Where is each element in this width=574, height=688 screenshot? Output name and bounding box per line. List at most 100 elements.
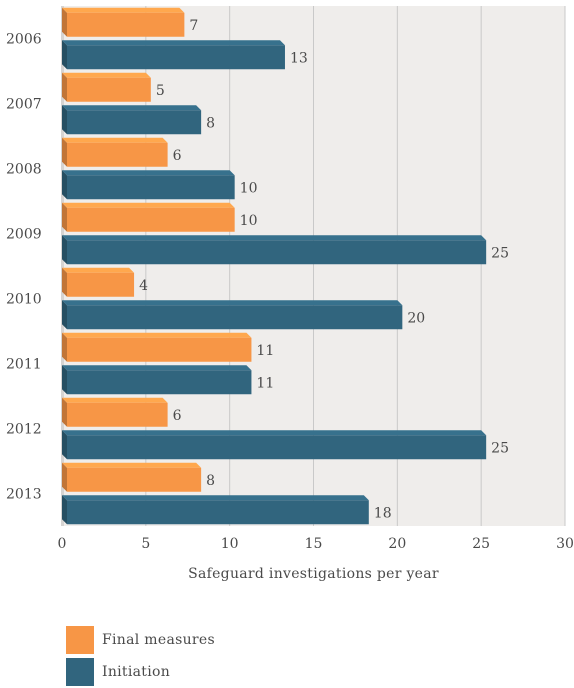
bar-initiation-2006	[62, 40, 285, 70]
data-label: 4	[139, 278, 148, 294]
data-label: 8	[206, 115, 215, 131]
bar-side	[62, 105, 67, 135]
bar-top	[62, 267, 135, 273]
bar-final-measures-2009	[62, 202, 235, 232]
bar-initiation-2011	[62, 365, 252, 395]
bar-front	[67, 402, 168, 427]
data-label: 11	[256, 375, 274, 391]
y-axis-line	[61, 6, 64, 526]
bar-final-measures-2007	[62, 72, 151, 102]
bar-front	[67, 207, 235, 232]
bar-side	[62, 202, 67, 232]
bar-top	[62, 40, 285, 46]
bar-front	[67, 142, 168, 167]
x-tick-label: 5	[141, 536, 150, 552]
data-label: 10	[240, 180, 258, 196]
legend-item-initiation: Initiation	[66, 656, 215, 688]
bar-side	[62, 300, 67, 330]
bar-final-measures-2011	[62, 332, 252, 362]
bar-top	[62, 137, 168, 143]
bar-front	[67, 175, 235, 200]
bar-front	[67, 12, 185, 37]
data-label: 8	[206, 473, 215, 489]
bar-top	[62, 105, 202, 111]
bar-front	[67, 77, 151, 102]
bar-initiation-2010	[62, 300, 403, 330]
x-tick-label: 10	[221, 536, 239, 552]
bar-initiation-2013	[62, 495, 369, 525]
bar-top	[62, 430, 487, 436]
bar-side	[62, 170, 67, 200]
bar-top	[62, 7, 185, 13]
data-label: 10	[240, 213, 258, 229]
data-label: 6	[173, 148, 182, 164]
bar-top	[62, 462, 202, 468]
legend-item-final-measures: Final measures	[66, 624, 215, 656]
data-label: 13	[290, 50, 308, 66]
bar-final-measures-2006	[62, 7, 185, 37]
data-label: 11	[256, 343, 274, 359]
x-tick-label: 20	[388, 536, 406, 552]
bar-chart: 0 5 10 15 20 25 30 7 13 2006 5 8 2007 6 10 2008 10 25 2009…	[6, 6, 574, 552]
data-label: 25	[491, 245, 509, 261]
bar-initiation-2009	[62, 235, 487, 265]
bar-initiation-2007	[62, 105, 202, 135]
legend-swatch-final-measures	[66, 626, 94, 654]
bar-front	[67, 435, 487, 460]
data-label: 6	[173, 408, 182, 424]
bar-final-measures-2013	[62, 462, 202, 492]
bar-front	[67, 305, 403, 330]
bar-final-measures-2012	[62, 397, 168, 427]
legend: Final measures Initiation	[66, 624, 215, 688]
bar-front	[67, 500, 369, 525]
bar-side	[62, 7, 67, 37]
bar-final-measures-2008	[62, 137, 168, 167]
x-tick-label: 0	[58, 536, 67, 552]
y-tick-label: 2013	[6, 487, 42, 503]
bar-front	[67, 272, 135, 297]
bar-side	[62, 235, 67, 265]
bar-front	[67, 240, 487, 265]
bar-top	[62, 300, 403, 306]
legend-swatch-initiation	[66, 658, 94, 686]
bar-side	[62, 332, 67, 362]
y-tick-label: 2009	[6, 227, 42, 243]
bar-final-measures-2010	[62, 267, 135, 297]
bar-initiation-2008	[62, 170, 235, 200]
bar-side	[62, 495, 67, 525]
bar-top	[62, 202, 235, 208]
bar-front	[67, 45, 285, 70]
y-tick-label: 2010	[6, 292, 42, 308]
y-tick-label: 2008	[6, 162, 42, 178]
bar-side	[62, 397, 67, 427]
data-label: 7	[189, 18, 198, 34]
bar-side	[62, 365, 67, 395]
bar-side	[62, 430, 67, 460]
bar-front	[67, 370, 252, 395]
data-label: 20	[407, 310, 425, 326]
bar-top	[62, 332, 252, 338]
data-label: 18	[374, 505, 392, 521]
bar-initiation-2012	[62, 430, 487, 460]
bar-side	[62, 137, 67, 167]
bar-side	[62, 72, 67, 102]
bar-top	[62, 495, 369, 501]
data-label: 25	[491, 440, 509, 456]
y-tick-label: 2006	[6, 32, 42, 48]
y-tick-label: 2011	[6, 357, 42, 373]
bar-side	[62, 267, 67, 297]
bar-top	[62, 365, 252, 371]
x-tick-label: 30	[556, 536, 574, 552]
x-tick-label: 15	[305, 536, 323, 552]
legend-label-initiation: Initiation	[102, 664, 171, 680]
bars-group	[62, 7, 487, 525]
bar-side	[62, 40, 67, 70]
x-axis-label: Safeguard investigations per year	[188, 566, 439, 582]
bar-top	[62, 72, 151, 78]
bar-top	[62, 397, 168, 403]
legend-label-final-measures: Final measures	[102, 632, 215, 648]
bar-top	[62, 170, 235, 176]
bar-side	[62, 462, 67, 492]
data-label: 5	[156, 83, 165, 99]
bar-front	[67, 337, 252, 362]
